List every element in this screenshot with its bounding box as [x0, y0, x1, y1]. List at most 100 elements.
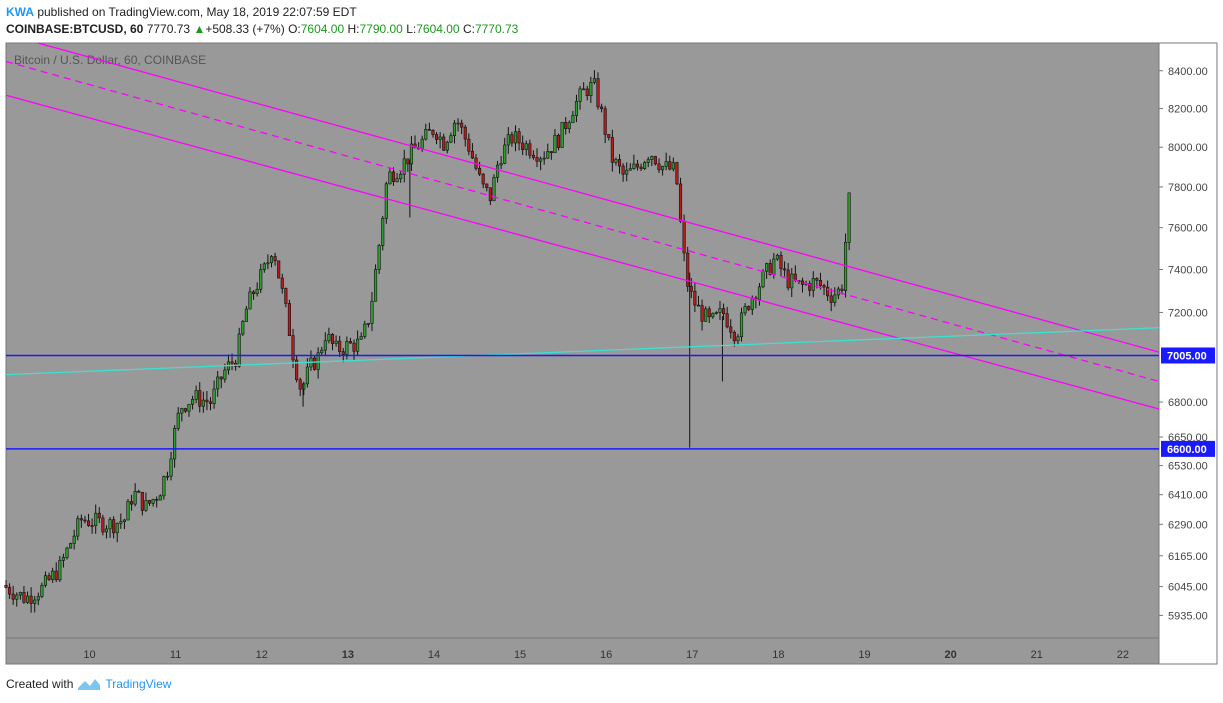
candle-body	[420, 138, 424, 150]
candle-body	[54, 570, 58, 581]
candle-body	[847, 192, 851, 243]
candle-body	[711, 313, 715, 318]
candle-body	[700, 305, 704, 322]
x-tick-label: 11	[170, 649, 181, 661]
candle-body	[381, 217, 385, 246]
level-label: 7005.00	[1167, 350, 1207, 362]
candle-body	[492, 177, 496, 202]
candle-body	[90, 525, 94, 527]
x-tick-label: 17	[686, 649, 698, 661]
candle-body	[696, 304, 701, 307]
candle-body	[25, 595, 30, 603]
candle-body	[790, 273, 794, 289]
candle-body	[126, 501, 130, 521]
candle-body	[366, 323, 370, 325]
candle-body	[488, 187, 492, 202]
level-label-bg	[1161, 440, 1215, 457]
candle-body	[11, 593, 15, 600]
candle-body	[201, 399, 205, 407]
candle-body	[133, 491, 137, 505]
candle-body	[101, 517, 105, 533]
candle-body	[833, 294, 837, 303]
candle-body	[592, 78, 596, 83]
candle-body	[69, 543, 73, 549]
candle-body	[818, 279, 823, 286]
candle-body	[51, 570, 55, 580]
candle-body	[305, 366, 309, 385]
tradingview-brand[interactable]: TradingView	[105, 677, 172, 691]
candle-body	[567, 122, 571, 130]
candle-body	[556, 134, 561, 148]
candle-body	[252, 291, 256, 294]
candle-body	[600, 106, 604, 110]
x-tick-label: 10	[83, 649, 95, 661]
candle-body	[198, 390, 202, 407]
candle-body	[757, 286, 762, 300]
candle-body	[244, 308, 248, 322]
candle-body	[230, 361, 234, 364]
candle-body	[341, 351, 345, 355]
candle-body	[675, 162, 679, 185]
candle-body	[603, 108, 607, 135]
candle-body	[614, 159, 618, 163]
candle-body	[424, 129, 428, 140]
candle-body	[779, 254, 783, 270]
x-tick-label: 18	[772, 649, 784, 661]
candle-body	[747, 306, 751, 310]
candle-body	[829, 295, 833, 303]
open-label: O:	[288, 22, 301, 36]
candle-body	[180, 408, 184, 414]
candle-body	[564, 121, 568, 130]
candle-body	[840, 288, 844, 291]
candle-body	[836, 288, 840, 296]
candle-body	[607, 134, 611, 138]
candle-body	[413, 143, 417, 149]
candle-body	[338, 340, 342, 352]
publisher-name[interactable]: KWA	[6, 5, 34, 19]
candle-body	[284, 288, 288, 304]
candle-body	[370, 300, 374, 324]
candle-body	[470, 150, 474, 159]
candle-body	[704, 308, 708, 322]
candle-body	[327, 333, 331, 342]
candle-body	[313, 357, 317, 370]
candle-body	[4, 584, 8, 588]
candle-body	[273, 256, 277, 262]
candle-body	[815, 278, 819, 281]
candle-body	[521, 142, 525, 150]
candle-body	[169, 458, 173, 477]
candle-body	[499, 163, 503, 166]
y-tick-label: 6290.00	[1168, 519, 1208, 531]
candle-body	[22, 592, 26, 603]
candle-body	[259, 269, 263, 290]
candle-body	[438, 136, 442, 140]
plot-area	[6, 43, 1159, 638]
candle-body	[761, 270, 765, 288]
candle-body	[539, 158, 543, 162]
y-tick-label: 7400.00	[1168, 264, 1208, 276]
time-axis	[6, 638, 1159, 664]
candle-body	[653, 156, 657, 165]
candle-body	[617, 159, 622, 167]
candle-body	[187, 404, 191, 412]
candle-body	[775, 254, 779, 260]
candle-body	[707, 308, 711, 318]
candle-body	[83, 519, 87, 522]
candle-body	[194, 390, 198, 400]
candle-body	[183, 408, 187, 412]
candle-body	[61, 557, 65, 561]
x-tick-label: 16	[600, 649, 612, 661]
candle-body	[72, 535, 76, 544]
x-tick-label: 20	[944, 649, 956, 661]
candle-body	[503, 144, 507, 164]
level-label: 6600.00	[1167, 444, 1207, 456]
candle-body	[750, 297, 754, 310]
candle-body	[467, 138, 471, 152]
candle-body	[216, 376, 220, 390]
trendline	[5, 327, 1160, 376]
candle-body	[191, 399, 195, 405]
candle-body	[165, 475, 170, 478]
candle-body	[176, 412, 180, 429]
chart-frame	[5, 42, 1160, 665]
